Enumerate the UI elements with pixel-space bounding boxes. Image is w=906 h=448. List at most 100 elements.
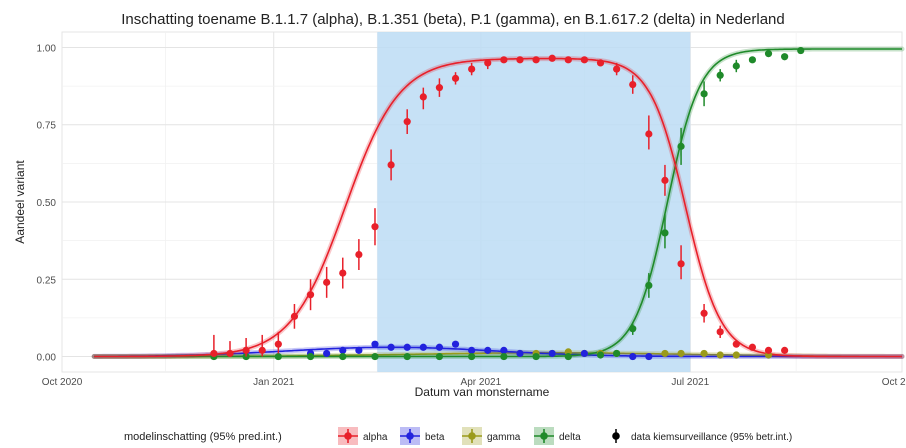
data-point-alpha bbox=[661, 176, 669, 184]
data-point-delta bbox=[716, 71, 724, 79]
legend-point-gamma bbox=[468, 432, 476, 440]
legend-label-alpha: alpha bbox=[363, 432, 388, 443]
data-point-beta bbox=[355, 346, 363, 354]
data-point-delta bbox=[629, 325, 637, 333]
data-point-alpha bbox=[306, 291, 315, 299]
x-tick-label: Apr 2021 bbox=[461, 377, 502, 388]
data-point-beta bbox=[451, 340, 460, 348]
data-point-alpha bbox=[387, 161, 395, 169]
data-point-delta bbox=[403, 352, 411, 361]
y-tick-label: 0.50 bbox=[37, 198, 57, 209]
data-point-alpha bbox=[629, 80, 637, 89]
data-point-beta bbox=[629, 352, 637, 361]
data-point-alpha bbox=[419, 93, 427, 101]
data-point-delta bbox=[339, 352, 347, 361]
data-point-alpha bbox=[645, 130, 653, 138]
legend-title: modelinschatting (95% pred.int.) bbox=[124, 431, 282, 443]
legend-label-delta: delta bbox=[559, 432, 581, 443]
data-point-alpha bbox=[596, 59, 605, 67]
data-point-delta bbox=[677, 142, 685, 150]
legend-point-delta bbox=[540, 432, 548, 440]
data-point-beta bbox=[419, 343, 427, 351]
data-point-beta bbox=[484, 346, 492, 354]
data-point-alpha bbox=[516, 56, 524, 64]
data-point-alpha bbox=[500, 56, 508, 64]
x-tick-label: Oct 2021 bbox=[882, 377, 906, 388]
data-point-alpha bbox=[677, 260, 685, 268]
data-point-delta bbox=[306, 352, 315, 361]
y-tick-label: 0.00 bbox=[37, 353, 57, 364]
y-tick-label: 0.25 bbox=[37, 275, 57, 286]
data-point-delta bbox=[500, 352, 508, 361]
data-point-delta bbox=[748, 56, 757, 64]
data-point-gamma bbox=[732, 351, 740, 359]
data-point-alpha bbox=[548, 54, 556, 62]
data-point-alpha bbox=[274, 340, 282, 348]
data-point-alpha bbox=[339, 269, 347, 277]
data-point-delta bbox=[468, 352, 476, 361]
data-point-delta bbox=[700, 90, 708, 98]
data-point-alpha bbox=[781, 346, 789, 354]
data-point-alpha bbox=[210, 349, 218, 358]
data-point-beta bbox=[645, 352, 653, 361]
data-point-delta bbox=[435, 352, 444, 361]
data-points bbox=[210, 46, 805, 361]
data-point-delta bbox=[564, 352, 572, 361]
data-point-alpha bbox=[403, 118, 411, 126]
data-point-delta bbox=[764, 50, 773, 58]
legend-label-gamma: gamma bbox=[487, 432, 521, 443]
x-tick-label: Jan 2021 bbox=[253, 377, 295, 388]
legend: modelinschatting (95% pred.int.) alpha bet… bbox=[124, 427, 792, 445]
data-point-beta bbox=[516, 349, 524, 358]
data-point-alpha bbox=[435, 84, 444, 92]
data-point-beta bbox=[371, 340, 379, 348]
y-axis-label: Aandeel variant bbox=[13, 160, 27, 244]
data-point-alpha bbox=[748, 343, 757, 351]
data-point-alpha bbox=[355, 250, 363, 259]
data-point-alpha bbox=[242, 346, 250, 354]
data-point-delta bbox=[613, 349, 621, 358]
data-point-beta bbox=[403, 343, 411, 351]
data-point-gamma bbox=[700, 349, 708, 358]
legend-point-beta bbox=[406, 432, 414, 440]
x-axis-label: Datum van monstername bbox=[415, 385, 550, 399]
data-point-alpha bbox=[532, 56, 540, 64]
y-tick-label: 1.00 bbox=[37, 43, 57, 54]
data-point-alpha bbox=[258, 346, 266, 354]
highlight-range bbox=[377, 32, 691, 372]
legend-data-point bbox=[612, 432, 620, 440]
data-point-gamma bbox=[677, 349, 685, 358]
data-point-alpha bbox=[613, 65, 621, 73]
data-point-alpha bbox=[732, 340, 740, 348]
legend-label-beta: beta bbox=[425, 432, 445, 443]
data-point-beta bbox=[548, 349, 556, 358]
y-tick-label: 0.75 bbox=[37, 121, 57, 132]
legend-data-title: data kiemsurveillance (95% betr.int.) bbox=[631, 432, 792, 443]
data-point-delta bbox=[371, 352, 379, 361]
highlight-band bbox=[377, 32, 691, 372]
data-point-beta bbox=[339, 346, 347, 354]
data-point-alpha bbox=[764, 346, 773, 354]
data-point-delta bbox=[797, 46, 805, 55]
x-tick-label: Oct 2020 bbox=[42, 377, 83, 388]
data-point-delta bbox=[274, 352, 282, 361]
data-point-beta bbox=[323, 349, 331, 358]
data-point-alpha bbox=[484, 59, 492, 67]
data-point-delta bbox=[661, 229, 669, 237]
data-point-gamma bbox=[716, 351, 724, 359]
data-point-beta bbox=[435, 343, 444, 351]
y-tick-labels: 0.00 0.25 0.50 0.75 1.00 bbox=[37, 43, 57, 363]
data-point-alpha bbox=[468, 65, 476, 73]
data-point-alpha bbox=[226, 349, 234, 358]
data-point-delta bbox=[596, 351, 605, 359]
data-point-beta bbox=[387, 343, 395, 351]
x-tick-label: Jul 2021 bbox=[671, 377, 709, 388]
data-point-delta bbox=[645, 281, 653, 290]
data-point-delta bbox=[532, 352, 540, 361]
data-point-delta bbox=[781, 53, 789, 61]
data-point-beta bbox=[580, 349, 589, 358]
x-tick-labels: Oct 2020 Jan 2021 Apr 2021 Jul 2021 Oct 2021 bbox=[42, 377, 906, 388]
data-point-alpha bbox=[323, 278, 331, 286]
data-point-alpha bbox=[451, 74, 460, 82]
